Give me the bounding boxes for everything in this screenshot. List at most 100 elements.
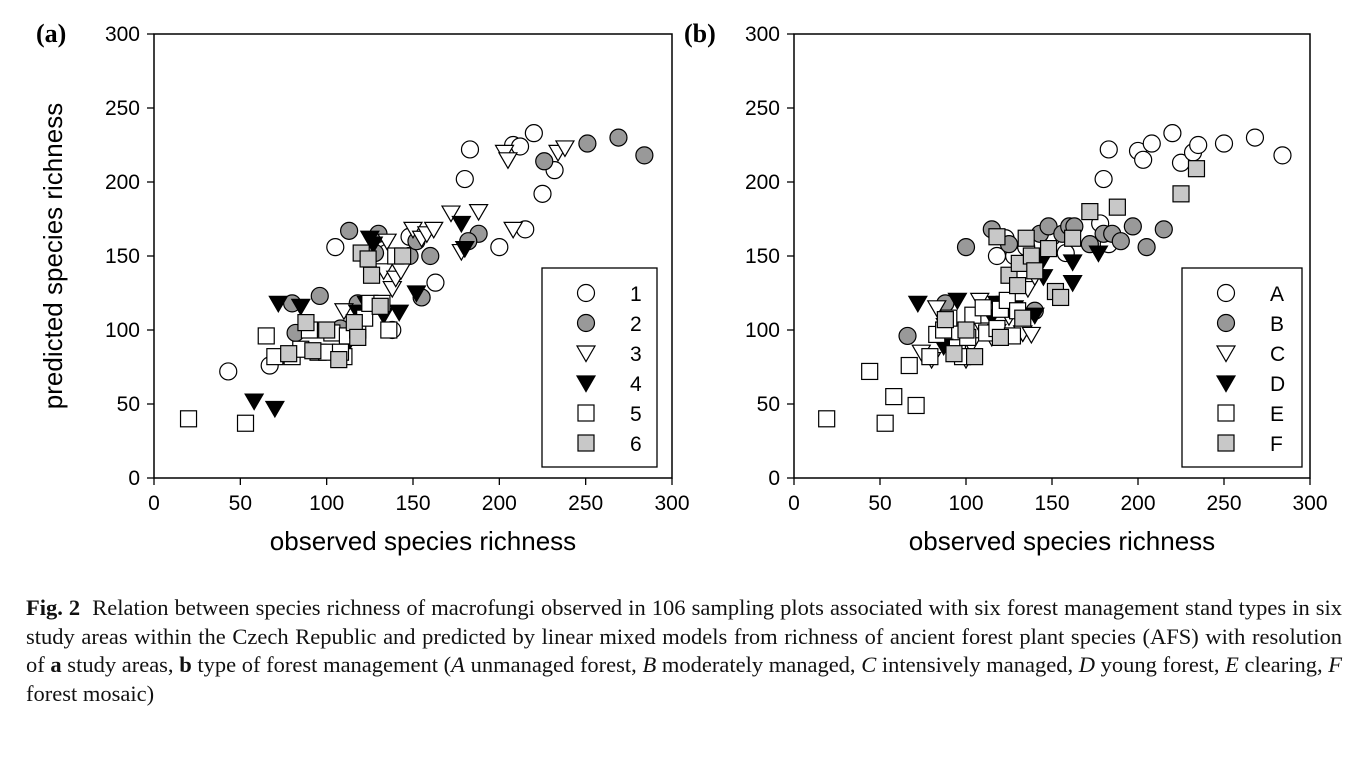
data-point — [371, 297, 389, 315]
y-tick-label: 50 — [757, 393, 780, 416]
series-F — [936, 160, 1206, 366]
x-tick-label: 150 — [1034, 492, 1069, 515]
data-point — [257, 327, 275, 345]
legend-marker — [1217, 404, 1235, 422]
x-tick-label: 200 — [1120, 492, 1155, 515]
data-point — [455, 169, 474, 189]
data-point — [533, 184, 552, 203]
caption-italic-C: C — [861, 652, 877, 677]
legend-box — [1181, 267, 1303, 468]
y-tick-label: 200 — [105, 171, 140, 194]
data-point — [310, 286, 329, 306]
data-point — [290, 298, 311, 317]
x-axis-label: observed species richness — [270, 526, 576, 556]
caption-text-1: Relation between species richness of mac… — [26, 595, 1343, 677]
data-point — [947, 292, 968, 311]
data-point — [490, 238, 509, 257]
data-point — [236, 414, 255, 432]
y-tick-label: 50 — [117, 393, 140, 416]
caption-text-3: type of forest management ( — [191, 652, 452, 677]
y-tick-label: 300 — [105, 23, 140, 46]
panel-a: (a) 0 50 100 150 200 250 300 0 50 100 150 200 250 300 o… — [36, 19, 690, 556]
legend-label: F — [1270, 433, 1283, 456]
legend-marker — [1216, 313, 1236, 333]
data-point — [885, 388, 903, 406]
data-point — [340, 221, 359, 240]
data-point — [609, 128, 628, 147]
data-point — [957, 321, 975, 339]
panel-label: (a) — [36, 19, 66, 48]
data-point — [1099, 140, 1118, 159]
data-point — [380, 321, 398, 339]
x-tick-label: 300 — [1292, 492, 1327, 515]
data-point — [421, 246, 440, 266]
data-point — [1014, 309, 1032, 327]
caption-italic-B: B — [642, 652, 657, 677]
data-point — [423, 221, 444, 240]
y-tick-label: 300 — [745, 23, 780, 46]
data-point — [362, 266, 381, 284]
data-point — [1081, 203, 1099, 221]
data-point — [1064, 229, 1082, 247]
data-point — [926, 300, 947, 318]
y-tick-label: 200 — [745, 171, 780, 194]
data-point — [1154, 220, 1173, 239]
series-6 — [280, 244, 412, 369]
data-point — [921, 348, 939, 366]
data-point — [1187, 160, 1206, 178]
data-point — [1108, 198, 1126, 216]
caption-text-5: moderately managed, — [656, 652, 862, 677]
data-point — [945, 345, 963, 363]
caption-bold-b: b — [179, 652, 192, 677]
data-point — [268, 295, 289, 314]
legend-label: C — [1270, 343, 1285, 366]
data-point — [1111, 232, 1130, 251]
caption-italic-F: F — [1328, 652, 1342, 677]
data-point — [1022, 247, 1040, 265]
legend-label: E — [1270, 403, 1284, 426]
data-point — [554, 140, 575, 158]
x-tick-label: 200 — [482, 492, 517, 515]
data-point — [1021, 326, 1042, 345]
data-point — [1062, 254, 1083, 272]
legend-marker — [1215, 375, 1237, 393]
data-point — [1088, 245, 1109, 263]
y-tick-label: 100 — [745, 319, 780, 342]
data-point — [635, 146, 654, 165]
data-point — [359, 230, 380, 248]
data-point — [333, 303, 354, 321]
data-point — [974, 299, 992, 317]
data-point — [900, 356, 918, 375]
data-point — [818, 410, 836, 428]
x-tick-label: 100 — [948, 492, 983, 515]
series-4 — [244, 215, 475, 419]
data-point — [349, 328, 367, 346]
data-point — [1273, 146, 1292, 165]
data-point — [280, 345, 298, 363]
x-axis-label: observed species richness — [909, 526, 1215, 556]
data-point — [1134, 150, 1153, 169]
legend-marker — [576, 313, 596, 333]
data-point — [1062, 275, 1083, 293]
data-point — [965, 348, 984, 366]
caption-text-6: intensively managed, — [876, 652, 1079, 677]
data-point — [907, 396, 925, 415]
data-point — [898, 326, 917, 346]
data-point — [382, 280, 403, 299]
data-point — [1051, 288, 1070, 307]
legend-label: 5 — [630, 403, 642, 426]
data-point — [1163, 124, 1182, 143]
legend-label: 6 — [630, 433, 642, 456]
x-tick-label: 50 — [868, 492, 891, 515]
data-point — [377, 233, 398, 251]
data-point — [936, 311, 954, 329]
data-point — [1008, 277, 1027, 295]
data-point — [345, 314, 363, 332]
y-tick-label: 0 — [128, 467, 140, 490]
data-point — [1214, 134, 1234, 153]
x-tick-label: 150 — [395, 492, 430, 515]
data-point — [440, 205, 462, 223]
data-point — [244, 393, 265, 411]
legend-marker — [1216, 283, 1236, 303]
